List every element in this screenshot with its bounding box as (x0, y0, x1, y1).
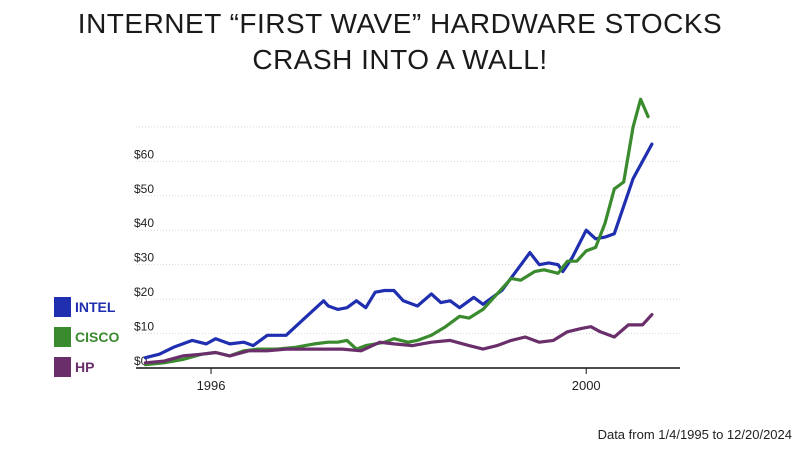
y-tick-label: $10 (134, 320, 154, 334)
y-tick-label: $40 (134, 216, 154, 230)
series-line-hp (143, 313, 654, 365)
chart-title-line-2: CRASH INTO A WALL! (252, 44, 548, 75)
chart-title-line-1: INTERNET “FIRST WAVE” HARDWARE STOCKS (77, 8, 723, 39)
legend-item-intel: INTEL (54, 292, 119, 322)
x-tick-label: 1996 (197, 378, 226, 393)
legend-swatch-cisco (54, 327, 71, 347)
data-range-note: Data from 1/4/1995 to 12/20/2024 (597, 427, 792, 442)
legend-label-intel: INTEL (75, 299, 116, 315)
y-tick-label: $30 (134, 251, 154, 265)
legend-label-cisco: CISCO (75, 329, 120, 345)
y-tick-label: $50 (134, 182, 154, 196)
legend-swatch-intel (54, 297, 71, 317)
x-tick-label: 2000 (572, 378, 601, 393)
legend-item-hp: HP (54, 352, 119, 382)
y-tick-label: $20 (134, 285, 154, 299)
series-line-cisco (143, 97, 650, 367)
legend-label-hp: HP (75, 359, 95, 375)
legend: INTEL CISCO HP (54, 292, 119, 382)
y-tick-label: $60 (134, 147, 154, 161)
series-line-intel (143, 142, 654, 360)
legend-item-cisco: CISCO (54, 322, 119, 352)
legend-swatch-hp (54, 357, 71, 377)
chart-title: INTERNET “FIRST WAVE” HARDWARE STOCKS CR… (0, 6, 800, 78)
